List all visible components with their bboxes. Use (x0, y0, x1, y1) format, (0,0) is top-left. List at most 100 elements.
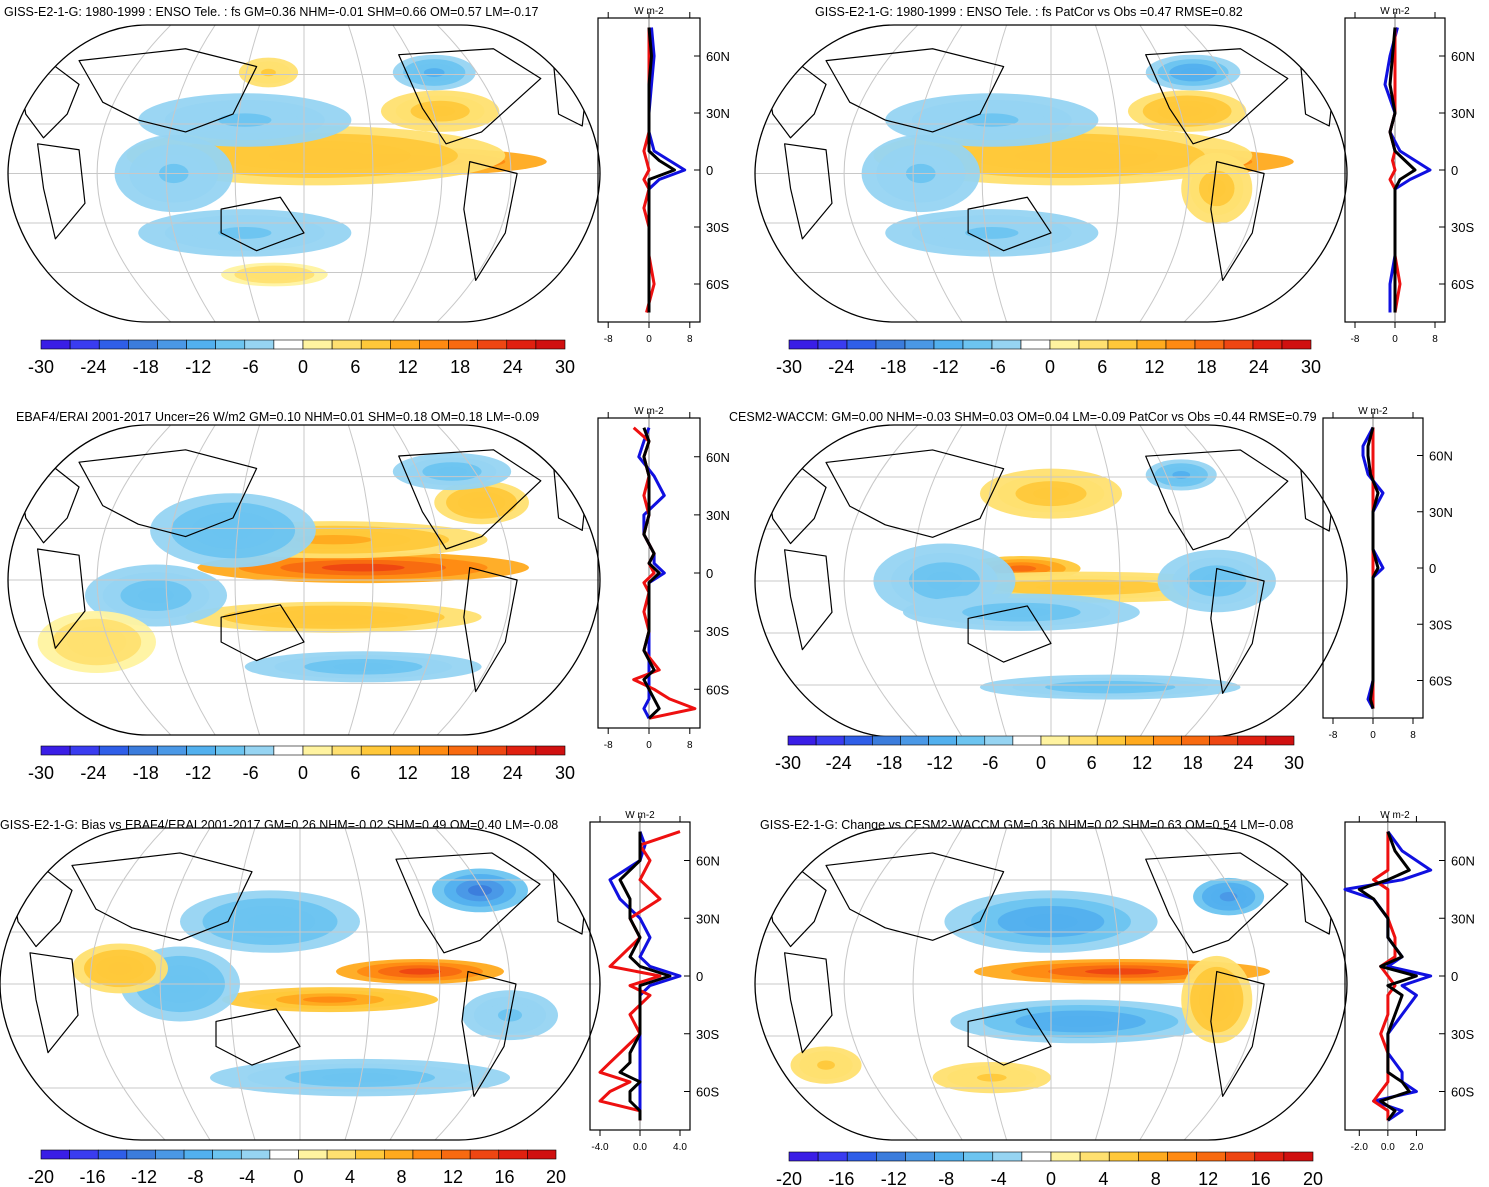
colorbar-tick-label: 18 (450, 763, 470, 783)
panel-title: GISS-E2-1-G: 1980-1999 : ENSO Tele. : fs… (4, 5, 538, 19)
longitude-line (392, 25, 443, 322)
colorbar-box (788, 1151, 819, 1162)
colorbar-tick-label: 18 (450, 357, 470, 377)
colorbar-box (1020, 339, 1051, 350)
longitude-line (981, 828, 1008, 1140)
profile-ytick-label: 60N (1451, 854, 1475, 869)
colorbar-box (390, 745, 420, 756)
colorbar-box (215, 745, 246, 756)
anomaly-patch (247, 913, 293, 930)
colorbar-tick-label: 20 (1303, 1169, 1323, 1187)
coastline (1210, 161, 1265, 282)
panel-title: GISS-E2-1-G: 1980-1999 : ENSO Tele. : fs… (815, 5, 1243, 19)
colorbar-box (183, 1149, 213, 1160)
coastline (1145, 852, 1289, 954)
longitude-line (434, 828, 511, 1140)
profile-ytick-label: 30N (1429, 505, 1453, 520)
anomaly-patch (1036, 583, 1125, 592)
anomaly-patch (321, 563, 405, 572)
colorbar-box (1068, 735, 1098, 746)
colorbar-box (928, 735, 957, 746)
colorbar-box (1223, 339, 1254, 350)
profile-units: W m-2 (1380, 810, 1410, 821)
colorbar-box (40, 745, 71, 756)
colorbar-box (506, 745, 537, 756)
longitude-line (1183, 425, 1259, 737)
colorbar-box (1107, 339, 1138, 350)
profile-ytick-label: 0 (696, 969, 703, 984)
anomaly-patch (218, 113, 272, 127)
colorbar-box (963, 1151, 994, 1162)
colorbar-box (302, 745, 333, 756)
coastline (215, 1008, 301, 1066)
profile-series-ocean (1372, 831, 1397, 1121)
coastline (1210, 970, 1265, 1097)
colorbar-tick-label: 24 (503, 357, 523, 377)
longitude-line (347, 25, 374, 322)
colorbar-box (1078, 339, 1109, 350)
colorbar-box (126, 1149, 156, 1160)
profile-xtick-label: 0 (646, 334, 652, 345)
anomaly-patch (1181, 68, 1205, 77)
longitude-line (912, 25, 963, 322)
map-field (755, 425, 1347, 737)
colorbar-box (992, 1151, 1023, 1162)
colorbar-tick-label: 0 (298, 357, 308, 377)
colorbar-box (98, 745, 129, 756)
colorbar-box (244, 339, 275, 350)
coastline (37, 143, 86, 240)
colorbar: -30 -24 -18 -12 -6 0 6 12 18 24 30 (28, 339, 575, 377)
colorbar-tick-label: 12 (1144, 357, 1164, 377)
coastline (967, 196, 1052, 252)
profile-xtick-label: 0.0 (633, 1142, 647, 1153)
colorbar-box (956, 735, 986, 746)
colorbar-tick-label: -30 (775, 753, 801, 773)
coastline (220, 196, 305, 252)
colorbar-tick-label: 6 (1097, 357, 1107, 377)
colorbar-tick-label: -6 (990, 357, 1006, 377)
colorbar-tick-label: 30 (555, 357, 575, 377)
anomaly-patch (399, 968, 441, 975)
profile-ytick-label: 30S (706, 220, 729, 235)
colorbar-box (155, 1149, 185, 1160)
profile-xtick-label: 4.0 (673, 1142, 687, 1153)
colorbar-box (875, 339, 906, 350)
profile-ytick-label: 60S (1451, 277, 1474, 292)
colorbar-box (1237, 735, 1267, 746)
coastline (967, 605, 1052, 663)
longitude-line (389, 828, 441, 1140)
profile-series-total (1366, 427, 1380, 709)
colorbar-box (817, 1151, 848, 1162)
colorbar-box (128, 745, 158, 756)
colorbar-tick-label: -24 (826, 753, 852, 773)
colorbar-box (1252, 339, 1283, 350)
colorbar: -20 -16 -12 -8 -4 0 4 8 12 16 20 (28, 1149, 566, 1187)
coastline (784, 549, 833, 651)
colorbar: -20 -16 -12 -8 -4 0 4 8 12 16 20 (776, 1151, 1323, 1187)
colorbar-tick-label: 4 (345, 1167, 355, 1187)
profile-ytick-label: 0 (1451, 969, 1458, 984)
coastline (825, 852, 1005, 941)
colorbar-box (360, 339, 391, 350)
colorbar-tick-label: -30 (776, 357, 802, 377)
profile-xtick-label: 0 (646, 740, 652, 751)
colorbar-box (1153, 735, 1182, 746)
anomaly-patch (1048, 1015, 1114, 1027)
colorbar-tick-label: -18 (876, 753, 902, 773)
zonal-profile: W m-2 -8 0 8 60N 30N 0 30S 60S (597, 6, 730, 345)
colorbar-tick-label: 30 (1301, 357, 1321, 377)
colorbar-tick-label: 0 (298, 763, 308, 783)
colorbar-box (1125, 735, 1154, 746)
map-field (755, 25, 1347, 322)
longitude-line (1183, 25, 1259, 322)
colorbar-tick-label: -4 (239, 1167, 255, 1187)
colorbar-box (1181, 735, 1210, 746)
colorbar-tick-label: -16 (79, 1167, 105, 1187)
profile-series-total (618, 831, 672, 1121)
colorbar-tick-label: -6 (243, 357, 259, 377)
colorbar-box (302, 339, 333, 350)
map-border (7, 424, 601, 736)
panel-title: EBAF4/ERAI 2001-2017 Uncer=26 W/m2 GM=0.… (16, 410, 539, 424)
profile-ytick-label: 30N (696, 911, 720, 926)
profile-ytick-label: 60S (706, 277, 729, 292)
